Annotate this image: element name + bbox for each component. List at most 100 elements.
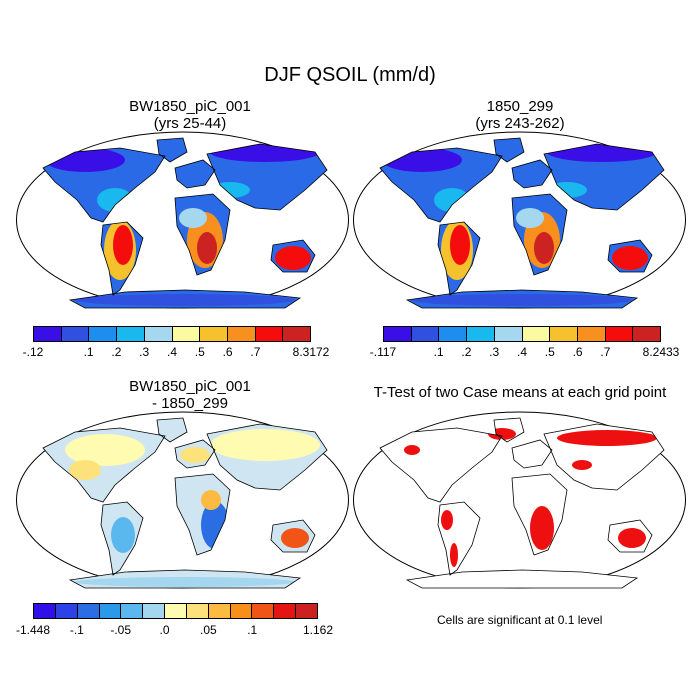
panel-4-title: T-Test of two Case means at each grid po… [373, 384, 667, 401]
coastline-northAmerica [42, 427, 166, 503]
colorbar-tick-label: .7 [600, 345, 611, 359]
colorbar-tick-label: .3 [139, 345, 150, 359]
colorbar-swatch [411, 327, 440, 341]
coastline-northAmerica [379, 147, 503, 223]
coastline-asia [206, 143, 328, 211]
coastline-southAmerica [437, 501, 481, 576]
colorbar-swatch [467, 327, 495, 341]
colorbar-tick-label: .05 [200, 623, 217, 637]
colorbar-swatch [494, 327, 523, 341]
map-field-patch [180, 447, 210, 463]
colorbar-swatch [296, 604, 317, 618]
coastline-antarctica [68, 569, 302, 589]
map-field-patch [281, 528, 309, 548]
colorbar-panel-1-labels: -.12 .1 .2 .3 .4 .5 .6 .7 8.3172 [23, 345, 330, 361]
coastline-africa [174, 473, 231, 556]
map-field-patch [201, 490, 221, 510]
coastline-europe [174, 439, 216, 469]
colorbar-tick-label: .1 [433, 345, 444, 359]
colorbar-swatch [577, 327, 606, 341]
colorbar-swatch [61, 327, 90, 341]
colorbar-swatch [605, 327, 634, 341]
colorbar-panel-2 [383, 326, 661, 342]
coastline-greenland [493, 417, 525, 443]
map-field-patch [45, 148, 125, 172]
map-field-patch [572, 460, 592, 470]
map-field-patch [75, 577, 295, 587]
colorbar-tick-label: .7 [250, 345, 261, 359]
coastline-europe [511, 159, 553, 189]
coastline-northAmerica [379, 427, 503, 503]
colorbar-tick-label: .2 [461, 345, 472, 359]
map-field-patch [450, 543, 458, 567]
colorbar-tick-label: .5 [544, 345, 555, 359]
coastline-antarctica [405, 289, 639, 309]
colorbar-tick-label: 8.2433 [642, 345, 680, 359]
colorbar-tick-label: -.1 [69, 623, 84, 637]
colorbar-tick-label: .0 [159, 623, 170, 637]
coastline-southAmerica [100, 501, 144, 576]
map-field-patch [113, 225, 133, 265]
map-field-patch [382, 148, 462, 172]
colorbar-tick-label: .2 [111, 345, 122, 359]
coastline-asia [543, 423, 665, 491]
colorbar-swatch [165, 604, 187, 618]
map-field-patch [65, 434, 145, 466]
colorbar-swatch [208, 604, 231, 618]
coastline-antarctica [68, 289, 302, 309]
colorbar-swatch [144, 327, 173, 341]
coastline-australia [270, 239, 316, 273]
coastline-southAmerica [100, 221, 144, 296]
coastline-europe [174, 159, 216, 189]
coastline-northAmerica [42, 147, 166, 223]
colorbar-swatch [522, 327, 551, 341]
colorbar-swatch [227, 327, 256, 341]
coastline-africa [511, 473, 568, 556]
panel-1-title: BW1850_piC_001 (yrs 25-44) [129, 98, 251, 132]
map-panel-3 [16, 411, 349, 589]
colorbar-tick-label: .4 [166, 345, 178, 359]
colorbar-swatch [89, 327, 118, 341]
map-field-patch [612, 246, 648, 270]
coastline-antarctica [405, 569, 639, 589]
colorbar-tick-label: -1.448 [15, 623, 51, 637]
map-field-patch [404, 445, 420, 455]
map-panel-1 [16, 131, 349, 309]
coastline-greenland [493, 137, 525, 163]
map-field-patch [210, 429, 320, 461]
colorbar-tick-label: 1.162 [302, 623, 334, 637]
map-field-patch [75, 294, 295, 306]
map-field-patch [450, 225, 470, 265]
colorbar-swatch [230, 604, 253, 618]
colorbar-swatch [200, 327, 228, 341]
map-field-patch [69, 460, 101, 480]
significance-note: Cells are significant at 0.1 level [437, 613, 603, 627]
colorbar-tick-label: .4 [516, 345, 528, 359]
coastline-australia [607, 239, 653, 273]
map-field-patch [534, 232, 554, 264]
colorbar-tick-label: 8.3172 [292, 345, 330, 359]
coastline-greenland [156, 417, 188, 443]
coastline-africa [511, 193, 568, 276]
colorbar-swatch [34, 604, 56, 618]
map-field-patch [441, 510, 453, 530]
colorbar-swatch [252, 604, 275, 618]
colorbar-swatch [283, 327, 311, 341]
colorbar-swatch [99, 604, 122, 618]
map-field-patch [197, 232, 217, 264]
colorbar-panel-2-labels: -.117 .1 .2 .3 .4 .5 .6 .7 8.2433 [370, 345, 680, 361]
colorbar-tick-label: .5 [194, 345, 205, 359]
map-panel-2 [353, 131, 686, 309]
colorbar-swatch [186, 604, 209, 618]
colorbar-swatch [34, 327, 62, 341]
coastline-asia [543, 143, 665, 211]
colorbar-swatch [550, 327, 578, 341]
map-panel-4 [353, 411, 686, 589]
colorbar-swatch [121, 604, 144, 618]
colorbar-swatch [77, 604, 100, 618]
map-field-patch [412, 294, 632, 306]
colorbar-tick-label: .6 [572, 345, 583, 359]
panel-3-title: BW1850_piC_001 - 1850_299 [129, 378, 251, 412]
colorbar-swatch [143, 604, 166, 618]
coastline-australia [607, 519, 653, 553]
